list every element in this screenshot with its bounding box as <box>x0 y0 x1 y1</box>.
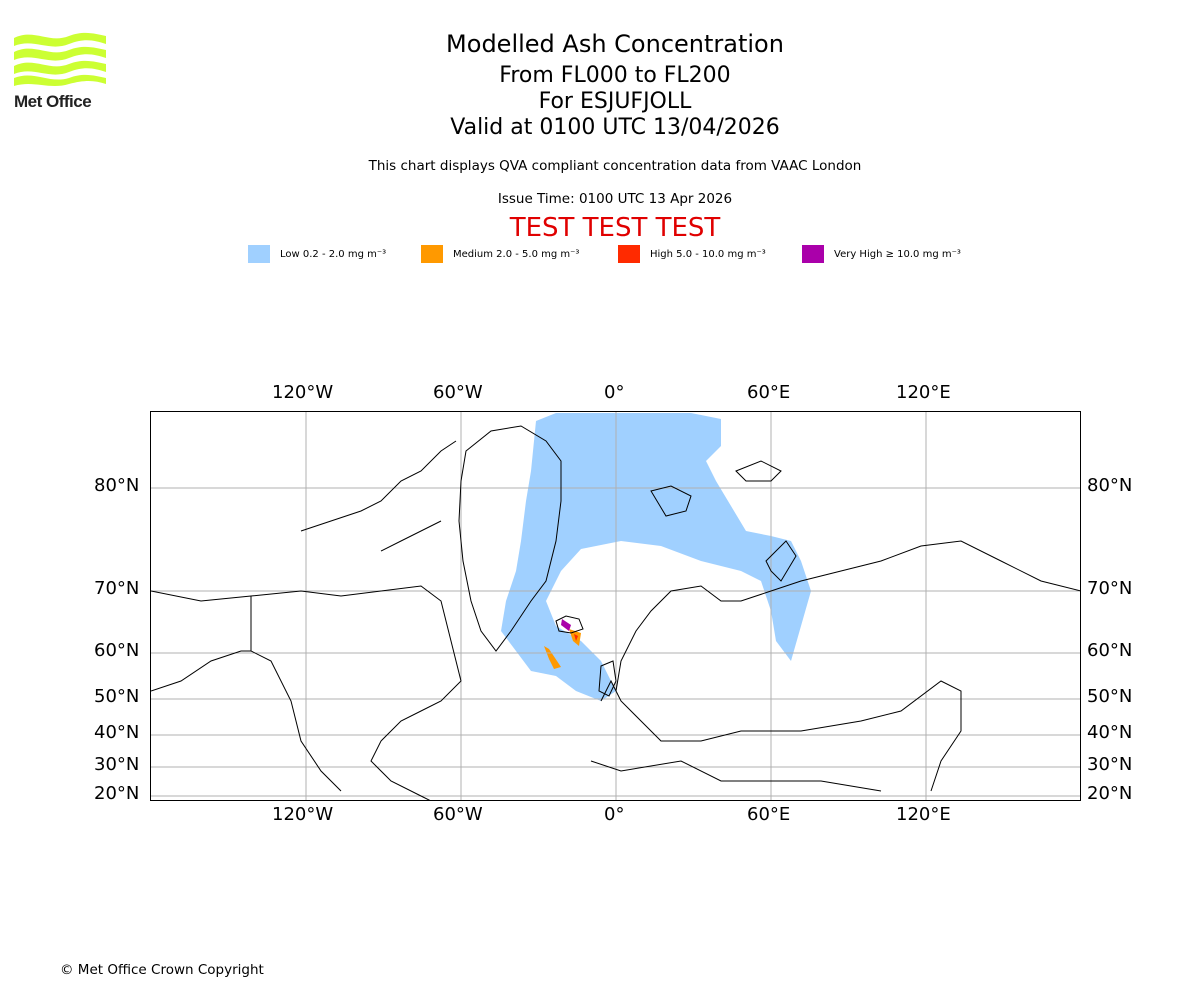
legend-label: Medium 2.0 - 5.0 mg m⁻³ <box>453 248 580 260</box>
legend-label: Low 0.2 - 2.0 mg m⁻³ <box>280 248 387 260</box>
legend-label: High 5.0 - 10.0 mg m⁻³ <box>650 248 766 260</box>
chart-title: Modelled Ash Concentration <box>446 30 784 58</box>
coastlines <box>151 425 1080 800</box>
legend-item-medium: Medium 2.0 - 5.0 mg m⁻³ <box>421 245 618 263</box>
wave-logo-icon <box>14 32 106 86</box>
legend-label: Very High ≥ 10.0 mg m⁻³ <box>834 248 961 260</box>
graticule <box>151 412 1080 800</box>
ash-low-region <box>501 413 811 701</box>
met-office-logo: Met Office <box>14 30 106 112</box>
copyright: © Met Office Crown Copyright <box>60 962 264 978</box>
legend-swatch <box>802 245 824 263</box>
issue-time: Issue Time: 0100 UTC 13 Apr 2026 <box>497 191 733 207</box>
logo-text: Met Office <box>14 92 92 111</box>
description: This chart displays QVA compliant concen… <box>368 158 862 174</box>
legend-swatch <box>421 245 443 263</box>
legend-item-high: High 5.0 - 10.0 mg m⁻³ <box>618 245 802 263</box>
ash-map[interactable] <box>150 411 1081 801</box>
legend-swatch <box>618 245 640 263</box>
legend-item-very-high: Very High ≥ 10.0 mg m⁻³ <box>802 245 961 263</box>
legend-swatch <box>248 245 270 263</box>
ash-high-region <box>574 634 578 641</box>
map-canvas <box>151 412 1080 800</box>
flight-levels: From FL000 to FL200 <box>499 63 731 88</box>
volcano-name: For ESJUFJOLL <box>538 89 692 114</box>
test-banner: TEST TEST TEST <box>509 213 721 243</box>
legend: Low 0.2 - 2.0 mg m⁻³ Medium 2.0 - 5.0 mg… <box>248 244 961 264</box>
valid-time: Valid at 0100 UTC 13/04/2026 <box>450 115 780 140</box>
ash-very-high-region <box>561 619 571 631</box>
legend-item-low: Low 0.2 - 2.0 mg m⁻³ <box>248 245 421 263</box>
